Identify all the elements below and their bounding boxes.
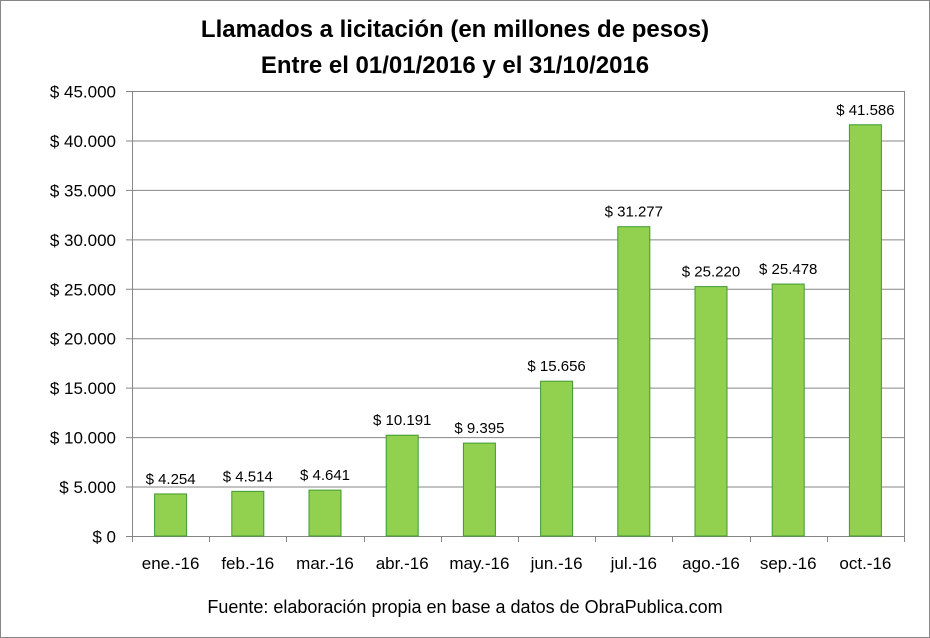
data-label: $ 25.220 <box>682 264 740 281</box>
data-label: $ 4.514 <box>223 468 273 485</box>
x-tick-label: ene.-16 <box>142 554 200 573</box>
y-tick-label: $ 20.000 <box>50 330 116 349</box>
bar <box>540 380 574 537</box>
y-tick-label: $ 30.000 <box>50 231 116 250</box>
bar <box>771 283 805 537</box>
bars <box>154 124 882 537</box>
data-label: $ 25.478 <box>759 261 817 278</box>
y-tick-label: $ 5.000 <box>59 478 116 497</box>
y-tick-label: $ 15.000 <box>50 379 116 398</box>
bar <box>848 124 882 537</box>
x-tick-label: sep.-16 <box>760 554 817 573</box>
data-label: $ 41.586 <box>836 102 894 119</box>
bar <box>694 286 728 537</box>
bar <box>462 442 496 537</box>
x-tick-label: jun.-16 <box>530 554 583 573</box>
y-tick-label: $ 35.000 <box>50 181 116 200</box>
x-tick-label: jul.-16 <box>610 554 657 573</box>
x-tick-label: ago.-16 <box>682 554 740 573</box>
bar <box>385 434 419 537</box>
x-tick-label: mar.-16 <box>296 554 354 573</box>
bar <box>308 489 342 537</box>
data-label: $ 4.641 <box>300 467 350 484</box>
data-label: $ 15.656 <box>527 358 585 375</box>
data-label: $ 9.395 <box>454 420 504 437</box>
chart-title-line2: Entre el 01/01/2016 y el 31/10/2016 <box>260 52 650 79</box>
x-tick-label: may.-16 <box>449 554 509 573</box>
bar <box>154 493 188 537</box>
chart-title-line1: Llamados a licitación (en millones de pe… <box>200 16 710 43</box>
data-label: $ 31.277 <box>605 204 663 221</box>
data-labels: $ 4.254 $ 4.514 $ 4.641 $ 10.191 $ 9.395 $ 15… <box>146 102 895 488</box>
x-tick-label: abr.-16 <box>376 554 429 573</box>
bar <box>231 490 265 537</box>
y-axis-ticks: $ 0 $ 5.000 $ 10.000 $ 15.000 $ 20.000 $ 25.0… <box>50 83 116 547</box>
x-axis-ticks: ene.-16 feb.-16 mar.-16 abr.-16 may.-16 jun.-… <box>142 554 892 573</box>
y-tick-label: $ 25.000 <box>50 280 116 299</box>
y-tick-label: $ 40.000 <box>50 132 116 151</box>
source-note: Fuente: elaboración propia en base a dat… <box>207 597 723 617</box>
y-tick-label: $ 45.000 <box>50 83 116 102</box>
y-tick-label: $ 10.000 <box>50 429 116 448</box>
x-tick-label: feb.-16 <box>221 554 274 573</box>
data-label: $ 4.254 <box>146 471 196 488</box>
y-tick-label: $ 0 <box>92 528 116 547</box>
data-label: $ 10.191 <box>373 412 431 429</box>
bar <box>617 226 651 537</box>
x-tick-label: oct.-16 <box>839 554 891 573</box>
